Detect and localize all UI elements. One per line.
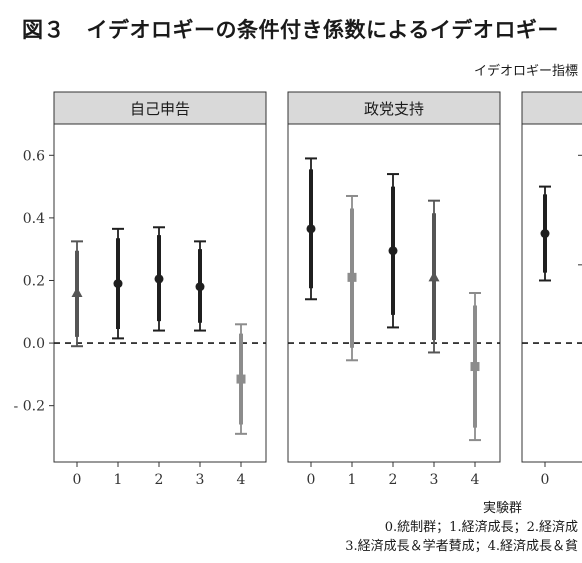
point-estimate-triangle	[71, 287, 83, 297]
point-estimate-circle	[388, 246, 398, 256]
x-axis-tick-label: 4	[237, 472, 246, 488]
point-estimate-circle	[113, 279, 123, 289]
facet-panel: 自己申告 0 1 2 3 4	[53, 91, 267, 488]
facet-plot-frame	[53, 123, 267, 463]
facet-strip	[521, 91, 582, 125]
legend-note-line-1: 0.統制群；1.経済成長；2.経済成	[384, 520, 578, 535]
facet-panel: 0	[521, 91, 582, 488]
x-axis-tick-label: 3	[196, 472, 205, 488]
y-axis-tick-label: 0.4	[23, 211, 45, 227]
x-axis-tick-label: 0	[307, 472, 316, 488]
y-axis-tick-label: 0.0	[23, 336, 45, 352]
x-axis-tick-label: 1	[114, 472, 123, 488]
point-estimate-square	[347, 272, 357, 282]
legend-note-line-2: 3.経済成長＆学者賛成；4.経済成長＆貧	[345, 539, 578, 554]
figure-title: 図３ イデオロギーの条件付き係数によるイデオロギー	[22, 18, 559, 42]
x-axis-tick-label: 3	[430, 472, 439, 488]
x-axis-tick-label: 0	[73, 472, 82, 488]
facet-strip-label: 政党支持	[364, 100, 424, 118]
y-axis-tick-label: - 0.2	[14, 399, 45, 415]
point-estimate-square	[470, 362, 480, 372]
facet-plot-frame	[287, 123, 501, 463]
y-axis-tick-label: 0.6	[23, 148, 45, 164]
x-axis-tick-label: 0	[541, 472, 550, 488]
facet-panel: 政党支持 0 1 2 3 4	[287, 91, 501, 488]
x-axis-title: 実験群	[482, 501, 522, 516]
chart-subtitle: イデオロギー指標	[473, 64, 578, 79]
point-estimate-circle	[306, 224, 316, 234]
x-axis-tick-label: 1	[348, 472, 357, 488]
y-axis-tick-label: 0.2	[23, 273, 45, 289]
x-axis-tick-label: 4	[471, 472, 480, 488]
point-estimate-circle	[195, 282, 205, 292]
point-estimate-square	[236, 374, 246, 384]
facet-strip-label: 自己申告	[130, 100, 190, 118]
point-estimate-circle	[154, 274, 164, 284]
x-axis-tick-label: 2	[389, 472, 398, 488]
facet-plot-frame	[521, 123, 582, 463]
point-estimate-circle	[540, 229, 550, 239]
x-axis-tick-label: 2	[155, 472, 164, 488]
point-estimate-triangle	[428, 271, 440, 282]
